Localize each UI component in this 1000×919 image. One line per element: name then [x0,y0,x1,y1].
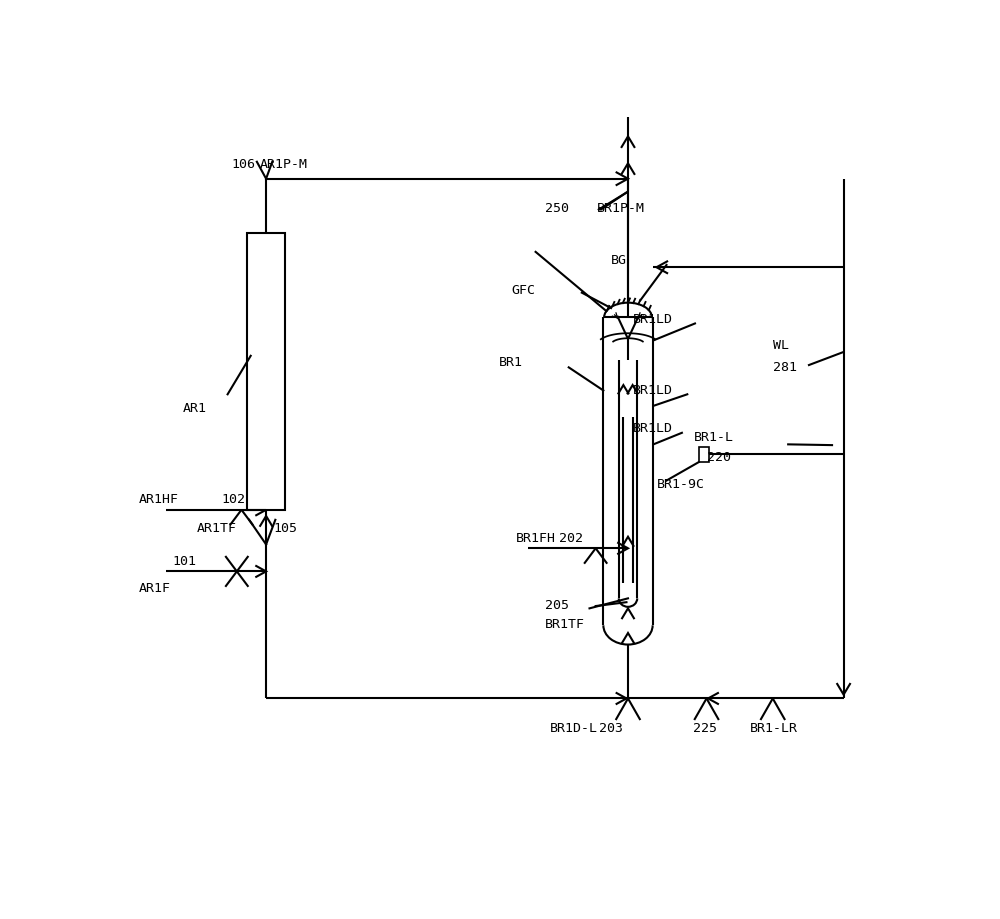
Text: AR1: AR1 [183,402,207,414]
Text: BR1LD: BR1LD [633,422,673,435]
Text: AR1P-M: AR1P-M [260,158,308,171]
Text: 105: 105 [274,521,298,534]
Text: 250: 250 [545,202,569,215]
Text: 101: 101 [172,554,196,567]
Text: 205: 205 [545,598,569,612]
Text: 102: 102 [221,493,245,505]
Text: BR1-L: BR1-L [693,431,733,444]
Text: BR1D-L: BR1D-L [549,721,597,734]
Text: AR1F: AR1F [138,581,170,594]
Text: BR1-LR: BR1-LR [750,721,798,734]
Text: 203: 203 [599,721,623,734]
Text: BR1P-M: BR1P-M [597,202,645,215]
Text: 225: 225 [693,721,717,734]
Text: AR1TF: AR1TF [197,521,237,534]
Text: 281: 281 [773,360,797,373]
Bar [247,233,285,510]
Text: BR1LD: BR1LD [633,312,673,325]
Text: BR1-9C: BR1-9C [657,477,705,490]
Text: 106: 106 [231,158,255,171]
Bar [699,448,709,462]
Text: GFC: GFC [511,283,535,296]
Text: BR1FH: BR1FH [516,531,556,544]
Text: AR1HF: AR1HF [138,493,178,505]
Text: BR1: BR1 [499,356,523,369]
Text: 202: 202 [559,531,583,544]
Text: 220: 220 [707,450,731,463]
Text: BR1TF: BR1TF [545,618,585,630]
Text: BG: BG [611,255,627,267]
Text: WL: WL [773,339,789,352]
Text: BR1LD: BR1LD [633,383,673,396]
